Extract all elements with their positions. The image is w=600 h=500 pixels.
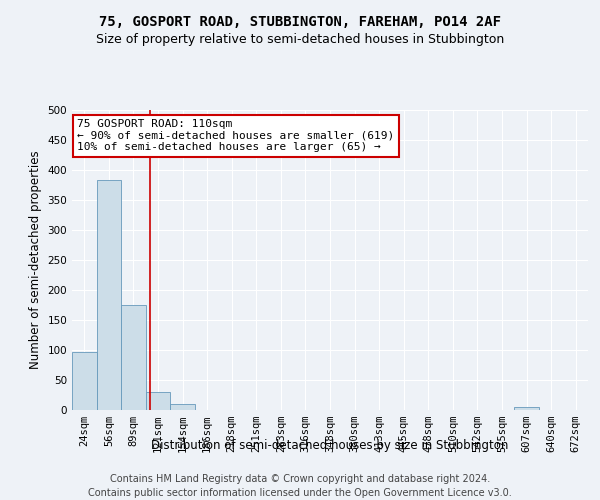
- Bar: [146, 392, 170, 410]
- Bar: [514, 407, 539, 410]
- Text: 75, GOSPORT ROAD, STUBBINGTON, FAREHAM, PO14 2AF: 75, GOSPORT ROAD, STUBBINGTON, FAREHAM, …: [99, 15, 501, 29]
- Bar: [121, 305, 146, 410]
- Text: Size of property relative to semi-detached houses in Stubbington: Size of property relative to semi-detach…: [96, 32, 504, 46]
- Text: Contains HM Land Registry data © Crown copyright and database right 2024.
Contai: Contains HM Land Registry data © Crown c…: [88, 474, 512, 498]
- Text: 75 GOSPORT ROAD: 110sqm
← 90% of semi-detached houses are smaller (619)
10% of s: 75 GOSPORT ROAD: 110sqm ← 90% of semi-de…: [77, 119, 394, 152]
- Bar: [97, 180, 121, 410]
- Bar: [72, 352, 97, 410]
- Y-axis label: Number of semi-detached properties: Number of semi-detached properties: [29, 150, 42, 370]
- Bar: [170, 404, 195, 410]
- Text: Distribution of semi-detached houses by size in Stubbington: Distribution of semi-detached houses by …: [151, 438, 509, 452]
